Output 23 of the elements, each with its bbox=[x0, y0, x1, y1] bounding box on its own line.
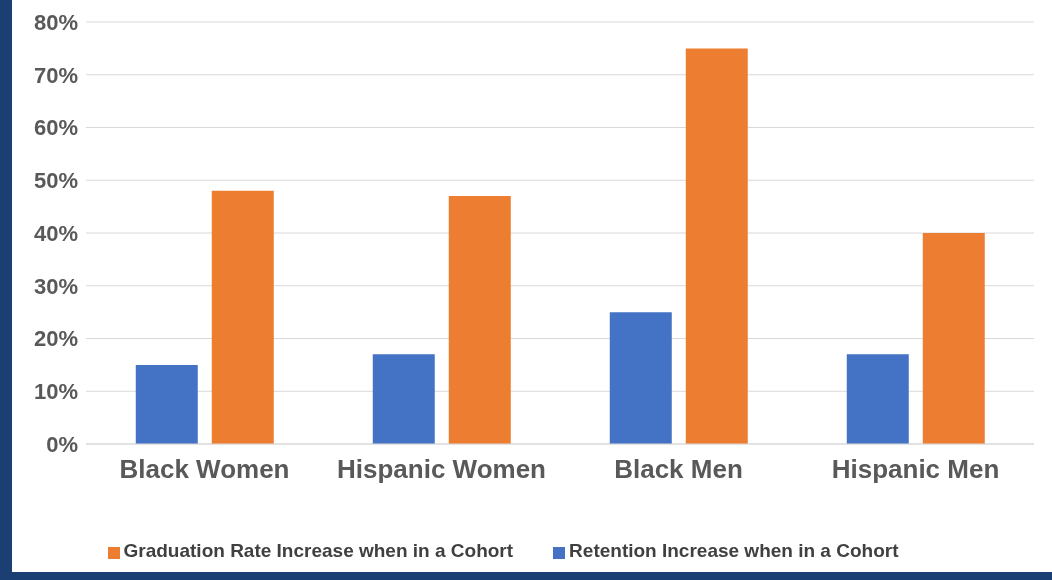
bar bbox=[846, 354, 909, 444]
bar bbox=[922, 233, 985, 444]
bar bbox=[448, 196, 511, 444]
y-tick-label: 20% bbox=[33, 326, 78, 352]
bar bbox=[135, 364, 198, 444]
legend-label: Retention Increase when in a Cohort bbox=[569, 540, 899, 561]
legend-label: Graduation Rate Increase when in a Cohort bbox=[123, 540, 514, 561]
x-tick-label: Black Women bbox=[119, 454, 290, 485]
x-tick-label: Hispanic Men bbox=[831, 454, 1000, 485]
y-tick-label: 40% bbox=[33, 220, 78, 246]
bar bbox=[211, 190, 274, 444]
y-tick-label: 70% bbox=[33, 62, 78, 88]
bar bbox=[685, 48, 748, 444]
y-tick-label: 0% bbox=[46, 431, 78, 457]
y-tick-label: 50% bbox=[33, 168, 78, 194]
x-tick-label: Hispanic Women bbox=[336, 454, 547, 485]
bar bbox=[609, 312, 672, 444]
bar bbox=[372, 354, 435, 444]
x-tick-label: Black Men bbox=[614, 454, 743, 485]
y-tick-label: 80% bbox=[33, 9, 78, 35]
y-tick-label: 60% bbox=[33, 115, 78, 141]
y-tick-label: 10% bbox=[33, 379, 78, 405]
y-tick-label: 30% bbox=[33, 273, 78, 299]
